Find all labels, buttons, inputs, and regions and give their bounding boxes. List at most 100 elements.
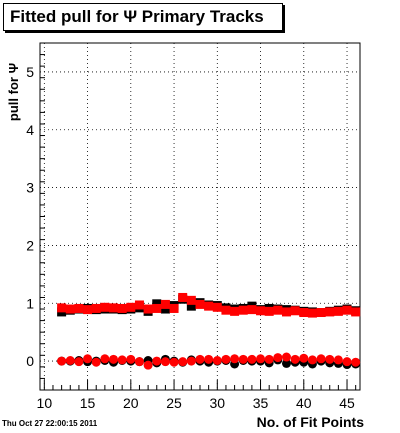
data-point (134, 357, 144, 367)
data-point (204, 354, 214, 364)
data-point (126, 302, 136, 312)
data-point (221, 354, 231, 364)
data-point (195, 354, 205, 364)
data-point (290, 306, 300, 316)
data-point (264, 354, 274, 364)
plot-frame (39, 42, 361, 391)
data-point (83, 305, 93, 315)
y-tick-label: 0 (26, 353, 34, 369)
data-points (57, 292, 361, 370)
x-tick-label: 10 (37, 395, 53, 411)
y-tick-label: 2 (26, 237, 34, 253)
data-point (325, 354, 335, 364)
data-point (74, 357, 84, 367)
data-point (169, 303, 179, 313)
data-point (134, 300, 144, 310)
y-tick-label: 4 (26, 122, 34, 138)
x-tick-label: 20 (123, 395, 139, 411)
data-point (221, 305, 231, 315)
x-axis: 10 15 20 25 30 35 40 45 (37, 380, 357, 411)
y-tick-label: 5 (26, 64, 34, 80)
data-point (247, 354, 257, 364)
data-point (143, 304, 153, 314)
data-point (186, 295, 196, 305)
data-point (238, 354, 248, 364)
data-point (83, 354, 93, 364)
data-point (307, 355, 317, 365)
x-axis-label: No. of Fit Points (257, 414, 365, 430)
data-point (57, 303, 67, 313)
data-point (273, 353, 283, 363)
data-point (307, 308, 317, 318)
data-point (316, 308, 326, 318)
data-point (238, 305, 248, 315)
data-point (91, 357, 101, 367)
data-point (152, 299, 162, 309)
timestamp: Thu Oct 27 22:00:15 2011 (2, 419, 98, 428)
data-point (186, 356, 196, 366)
data-point (152, 356, 162, 366)
data-point (178, 357, 188, 367)
data-point (281, 352, 291, 362)
data-point (160, 299, 170, 309)
data-point (100, 354, 110, 364)
data-point (178, 292, 188, 302)
y-axis: 0 1 2 3 4 5 (26, 42, 45, 391)
x-tick-label: 45 (339, 395, 355, 411)
data-point (65, 304, 75, 314)
data-point (256, 354, 266, 364)
data-point (65, 356, 75, 366)
data-point (160, 357, 170, 367)
data-point (126, 354, 136, 364)
y-axis-label: pull for Ψ (6, 63, 21, 121)
x-tick-label: 25 (166, 395, 182, 411)
data-point (316, 354, 326, 364)
data-point (299, 308, 309, 318)
data-point (204, 301, 214, 311)
y-tick-label: 1 (26, 295, 34, 311)
data-point (325, 307, 335, 317)
y-tick-label: 3 (26, 180, 34, 196)
data-point (281, 358, 291, 368)
data-point (290, 354, 300, 364)
data-point (342, 305, 352, 315)
data-point (299, 353, 309, 363)
data-point (117, 303, 127, 313)
data-point (143, 360, 153, 370)
data-point (230, 306, 240, 316)
chart-title: Fitted pull for Ψ Primary Tracks (10, 7, 264, 26)
data-point (186, 301, 196, 311)
data-point (212, 302, 222, 312)
data-point (109, 354, 119, 364)
series-sigma-red (57, 292, 361, 318)
data-point (256, 306, 266, 316)
data-point (351, 357, 361, 367)
data-point (152, 303, 162, 313)
data-point (117, 355, 127, 365)
data-point (91, 303, 101, 313)
data-point (100, 302, 110, 312)
data-point (109, 303, 119, 313)
data-point (169, 357, 179, 367)
x-tick-label: 15 (80, 395, 96, 411)
data-point (230, 354, 240, 364)
data-point (281, 307, 291, 317)
data-point (333, 306, 343, 316)
data-point (264, 306, 274, 316)
data-point (212, 356, 222, 366)
data-point (195, 299, 205, 309)
series-mean-red (57, 352, 361, 370)
data-point (247, 305, 257, 315)
data-point (342, 357, 352, 367)
chart-title-box: Fitted pull for Ψ Primary Tracks (3, 3, 283, 31)
data-point (351, 307, 361, 317)
data-point (160, 304, 170, 314)
data-point (74, 303, 84, 313)
x-tick-label: 30 (210, 395, 226, 411)
data-point (333, 355, 343, 365)
x-tick-label: 35 (253, 395, 269, 411)
data-point (57, 356, 67, 366)
data-point (273, 305, 283, 315)
x-tick-label: 40 (296, 395, 312, 411)
